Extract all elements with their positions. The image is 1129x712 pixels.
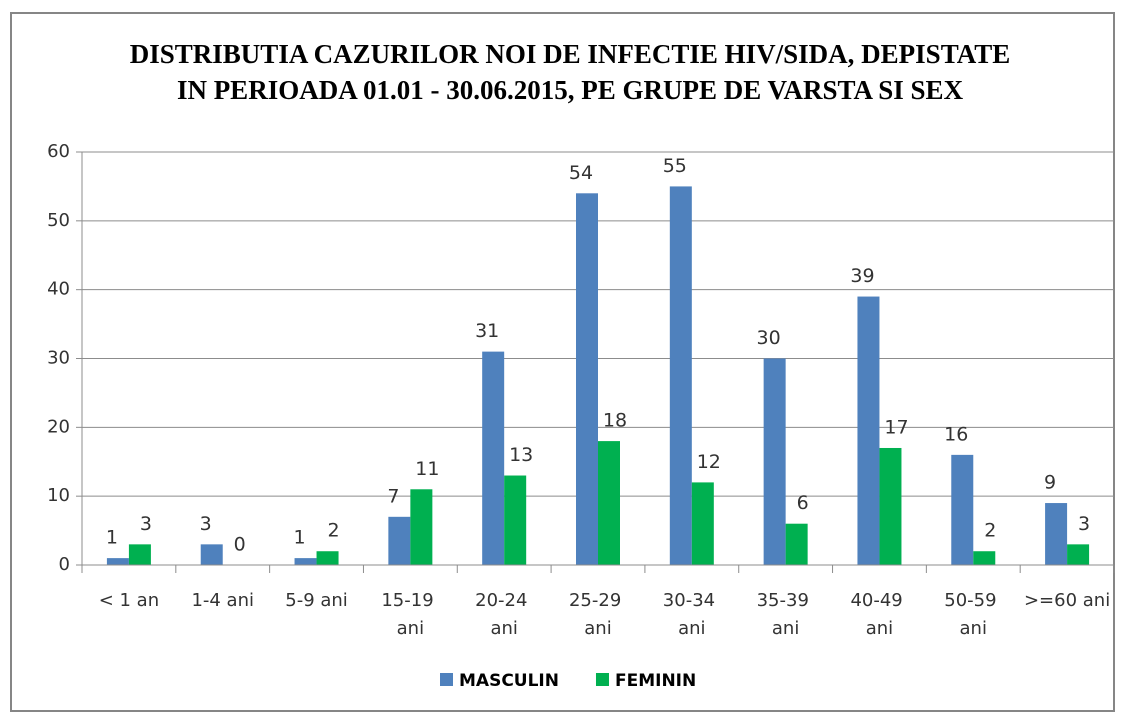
value-label: 11 [415,458,439,480]
value-label: 30 [757,327,781,349]
bar [951,454,974,565]
bar [857,296,880,565]
value-label: 55 [663,155,687,177]
x-tick-label: 30-34 ani [663,590,721,639]
value-label: 2 [327,520,339,542]
value-label: 0 [234,534,246,556]
value-label: 16 [944,423,968,445]
value-label: 12 [697,451,721,473]
bar [576,193,598,566]
x-tick-label: 35-39 ani [757,590,815,639]
y-tick-label: 20 [47,416,70,437]
x-tick-label: 20-24 ani [475,590,533,639]
y-tick-label: 10 [47,485,70,506]
bar [785,523,808,565]
x-tick-label: < 1 an [99,590,159,611]
y-tick-label: 60 [47,141,70,162]
value-label: 39 [850,265,874,287]
x-tick-label: 5-9 ani [285,590,348,611]
bar [1045,503,1068,565]
bar [1067,544,1090,565]
bar [879,447,902,565]
value-label: 3 [140,513,152,535]
value-label: 13 [509,444,533,466]
bar [691,482,714,565]
bar [598,441,620,565]
value-label: 2 [984,520,996,542]
legend-label: FEMININ [615,671,696,691]
x-tick-label: 40-49 ani [850,590,908,639]
x-tick-label: 50-59 ani [944,590,1002,639]
y-tick-label: 0 [59,554,70,575]
value-label: 17 [884,416,908,438]
bar [200,544,223,565]
legend-swatch [440,673,453,686]
bar [294,558,317,565]
x-tick-label: 25-29 ani [569,590,627,639]
bar [669,186,692,565]
bar [128,544,151,565]
bar [973,551,996,565]
value-label: 1 [106,527,118,549]
value-label: 18 [603,410,627,432]
legend-swatch [595,673,609,686]
bar [106,558,129,565]
value-label: 7 [387,485,399,507]
value-label: 1 [293,527,305,549]
bar [482,351,505,565]
chart-title: DISTRIBUTIA CAZURILOR NOI DE INFECTIE HI… [129,39,1011,105]
x-tick-label: >=60 ani [1024,590,1110,611]
value-label: 9 [1044,472,1056,494]
value-label: 3 [1078,513,1090,535]
value-label: 31 [475,320,499,342]
bar [763,358,786,565]
bar [410,489,433,565]
y-tick-label: 50 [47,210,70,231]
value-label: 3 [200,513,212,535]
bar [504,475,527,565]
y-tick-label: 30 [47,348,70,369]
legend-label: MASCULIN [459,671,559,691]
bar [388,516,411,565]
x-tick-label: 1-4 ani [191,590,254,611]
x-tick-label: 15-19 ani [381,590,439,639]
y-tick-label: 40 [47,279,70,300]
value-label: 6 [797,492,809,514]
bar [316,551,339,565]
value-label: 54 [569,162,593,184]
